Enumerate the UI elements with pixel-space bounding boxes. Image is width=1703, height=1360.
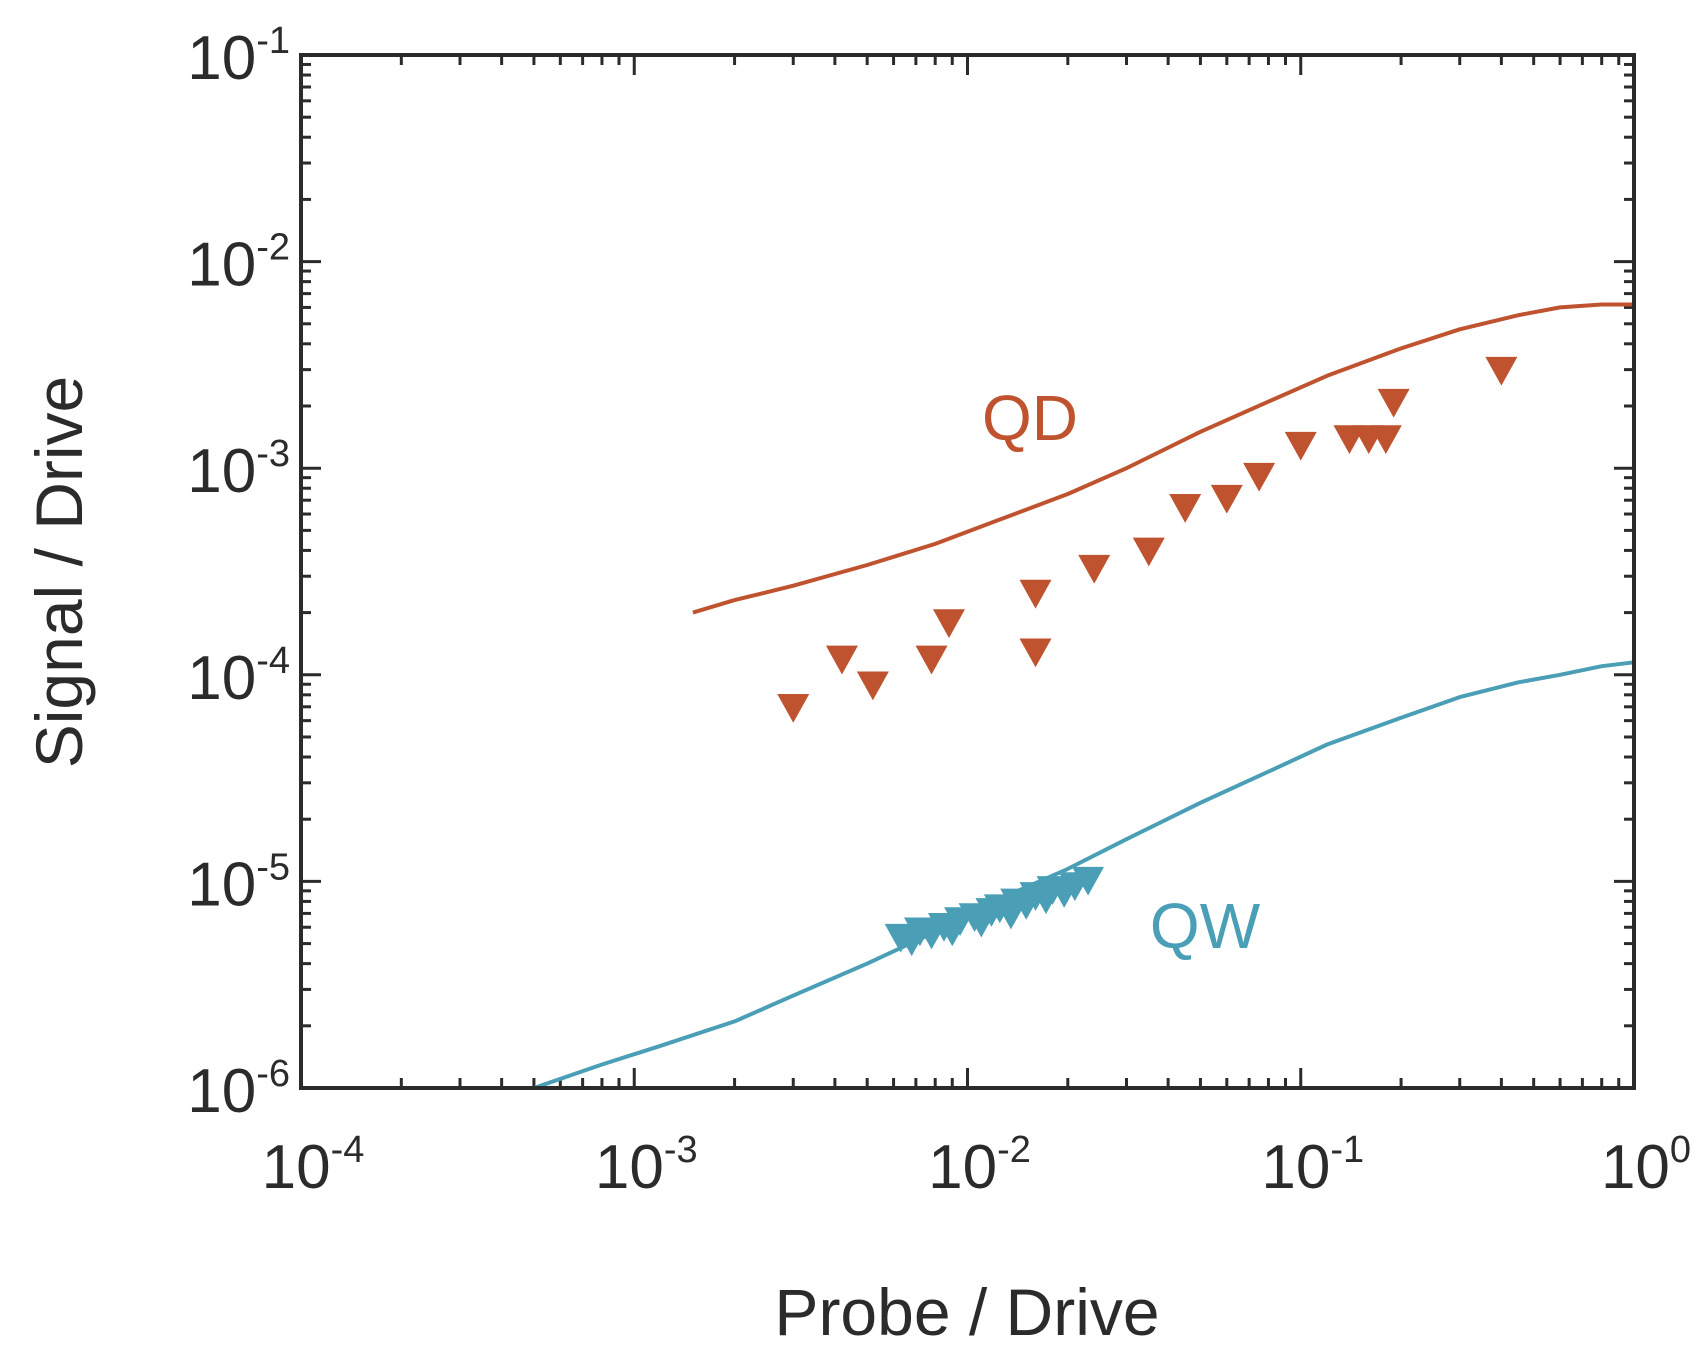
tick-marks bbox=[299, 53, 1636, 1090]
point-qd bbox=[1210, 484, 1243, 514]
x-tick-label: 10-4 bbox=[262, 1129, 365, 1202]
x-tick-label: 10-3 bbox=[595, 1129, 698, 1202]
y-tick-label: 10-2 bbox=[187, 227, 290, 300]
x-tick-labels: 10-4 10-3 10-2 10-1 100 bbox=[262, 1129, 1691, 1202]
y-tick-label: 10-4 bbox=[187, 640, 290, 713]
point-qw bbox=[1072, 866, 1105, 896]
y-tick-label: 10-6 bbox=[187, 1053, 290, 1126]
point-qd bbox=[932, 609, 965, 639]
y-tick-label: 10-5 bbox=[187, 846, 290, 919]
point-qd bbox=[915, 645, 948, 675]
series-label-qw: QW bbox=[1150, 890, 1261, 962]
point-qd bbox=[1019, 638, 1052, 668]
point-qd bbox=[1485, 356, 1518, 386]
x-tick-label: 100 bbox=[1601, 1129, 1691, 1202]
plot-frame bbox=[299, 53, 1636, 1090]
curve-qw bbox=[533, 660, 1635, 1090]
y-axis-label: Signal / Drive bbox=[22, 376, 96, 769]
point-qd bbox=[1019, 579, 1052, 609]
data-points bbox=[777, 356, 1518, 957]
fit-curves bbox=[533, 302, 1635, 1090]
point-qd bbox=[777, 694, 810, 723]
y-tick-label: 10-3 bbox=[187, 433, 290, 506]
y-tick-labels: 10-6 10-5 10-4 10-3 10-2 10-1 bbox=[187, 20, 290, 1126]
point-qd bbox=[1132, 537, 1165, 567]
x-tick-label: 10-2 bbox=[928, 1129, 1031, 1202]
series-label-qd: QD bbox=[982, 382, 1078, 454]
point-qd bbox=[1169, 494, 1202, 523]
x-axis-label: Probe / Drive bbox=[774, 1275, 1159, 1349]
point-qd bbox=[825, 645, 858, 675]
point-qd bbox=[856, 671, 889, 701]
point-qd bbox=[1284, 431, 1317, 461]
y-tick-label: 10-1 bbox=[187, 20, 290, 93]
curve-qd bbox=[692, 302, 1634, 615]
point-qd bbox=[1377, 388, 1410, 418]
point-qd bbox=[1078, 554, 1111, 584]
x-tick-label: 10-1 bbox=[1261, 1129, 1364, 1202]
point-qd bbox=[1369, 425, 1402, 455]
point-qd bbox=[1243, 462, 1276, 492]
